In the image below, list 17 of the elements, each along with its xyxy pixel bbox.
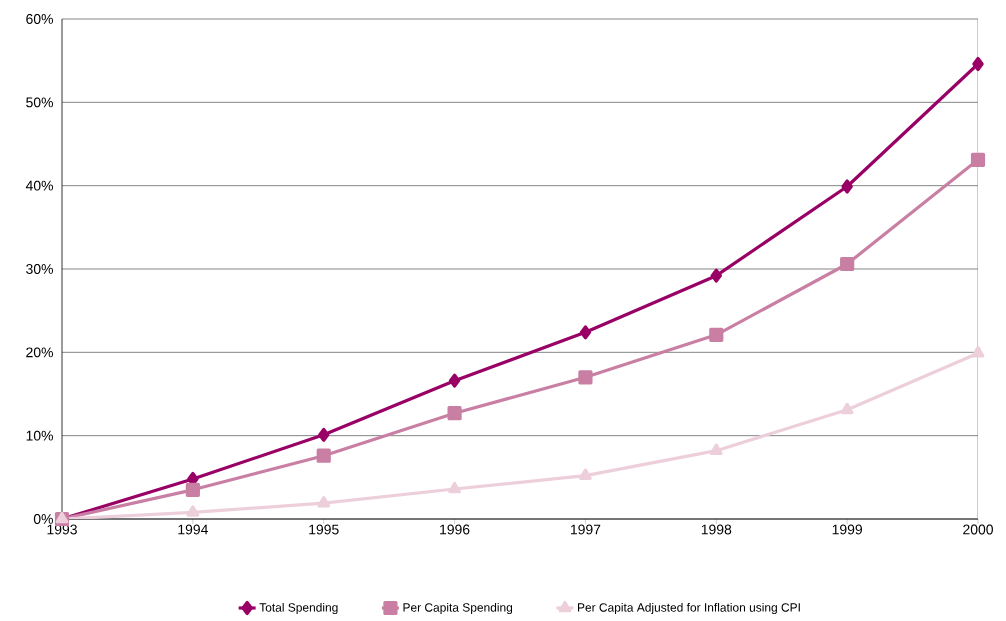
y-tick-label: 30% (26, 264, 53, 274)
y-tick-label: 60% (26, 14, 53, 24)
x-tick-label: 1998 (701, 524, 732, 535)
x-tick-label: 2000 (963, 524, 993, 535)
x-tick-label: 1994 (178, 524, 208, 535)
y-tick-label: 50% (26, 97, 53, 108)
x-tick-label: 1996 (440, 524, 470, 535)
x-tick-label: 1997 (570, 524, 601, 535)
legend-label: Total Spending (259, 602, 338, 615)
y-tick-label: 40% (25, 180, 53, 191)
y-tick-label: 10% (26, 430, 53, 441)
legend-label: Per Capita Spending (403, 602, 513, 615)
x-tick-label: 1999 (832, 524, 862, 535)
y-tick-label: 0% (33, 514, 53, 524)
y-tick-label: 20% (26, 347, 53, 358)
x-tick-label: 1995 (309, 524, 339, 535)
legend-label: Per Capita Adjusted for Inflation using CPI (578, 602, 800, 615)
